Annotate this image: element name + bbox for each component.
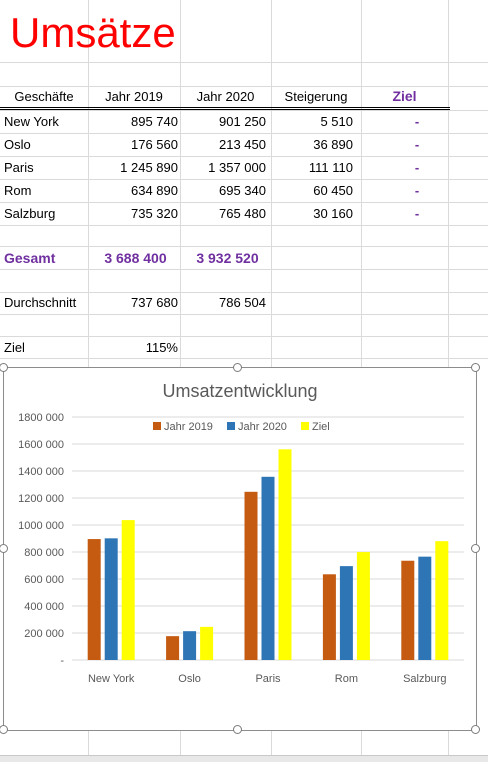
resize-handle-left[interactable] xyxy=(0,544,8,553)
y-tick-label: 1000 000 xyxy=(18,520,64,532)
row-2019[interactable]: 735 320 xyxy=(131,206,178,221)
bar-chart: Umsatzentwicklung - 200 000 400 000 600 000 8… xyxy=(18,381,464,685)
header-target[interactable]: Ziel xyxy=(392,88,417,104)
y-tick-label: 400 000 xyxy=(24,601,64,613)
x-tick-label: Rom xyxy=(335,673,358,685)
y-tick-label: 600 000 xyxy=(24,574,64,586)
legend-label: Jahr 2020 xyxy=(238,421,287,433)
y-tick-label: 800 000 xyxy=(24,547,64,559)
bar xyxy=(183,631,197,660)
resize-handle-top-right[interactable] xyxy=(471,363,480,372)
row-growth[interactable]: 30 160 xyxy=(313,206,353,221)
resize-handle-bottom[interactable] xyxy=(233,725,242,734)
row-target[interactable]: - xyxy=(414,114,420,129)
y-tick-label: 1800 000 xyxy=(18,412,64,424)
bar xyxy=(166,636,180,660)
y-tick-label: 200 000 xyxy=(24,628,64,640)
y-tick-label: - xyxy=(60,655,64,667)
bar xyxy=(401,560,415,660)
bar xyxy=(87,539,101,660)
average-2020[interactable]: 786 504 xyxy=(219,295,266,310)
legend-label: Jahr 2019 xyxy=(164,421,213,433)
target-value[interactable]: 115% xyxy=(145,340,178,355)
row-growth[interactable]: 5 510 xyxy=(320,114,353,129)
bar xyxy=(244,491,258,660)
header-underline-double xyxy=(0,109,450,110)
x-tick-label: New York xyxy=(88,673,135,685)
bar xyxy=(261,476,275,660)
total-label[interactable]: Gesamt xyxy=(4,250,56,266)
row-city[interactable]: New York xyxy=(4,114,59,129)
bar xyxy=(418,556,432,660)
header-year-2020[interactable]: Jahr 2020 xyxy=(196,89,255,104)
header-year-2019[interactable]: Jahr 2019 xyxy=(105,89,163,104)
legend-label: Ziel xyxy=(312,421,330,433)
y-tick-label: 1200 000 xyxy=(18,493,64,505)
row-2020[interactable]: 695 340 xyxy=(219,183,266,198)
legend-swatch xyxy=(301,422,309,430)
resize-handle-bottom-right[interactable] xyxy=(471,725,480,734)
y-tick-label: 1600 000 xyxy=(18,439,64,451)
bar xyxy=(339,566,353,660)
row-target[interactable]: - xyxy=(414,137,420,152)
row-city[interactable]: Salzburg xyxy=(4,206,56,221)
y-tick-label: 1400 000 xyxy=(18,466,64,478)
target-label[interactable]: Ziel xyxy=(4,340,25,355)
average-label[interactable]: Durchschnitt xyxy=(4,295,77,310)
row-growth[interactable]: 111 110 xyxy=(308,160,353,175)
total-2019[interactable]: 3 688 400 xyxy=(104,250,167,266)
bar xyxy=(356,552,370,660)
row-target[interactable]: - xyxy=(414,206,420,221)
bar xyxy=(200,626,214,660)
bar xyxy=(104,538,118,660)
row-growth[interactable]: 60 450 xyxy=(313,183,353,198)
header-growth[interactable]: Steigerung xyxy=(284,89,348,104)
row-2019[interactable]: 1 245 890 xyxy=(120,160,178,175)
row-growth[interactable]: 36 890 xyxy=(313,137,353,152)
total-2020[interactable]: 3 932 520 xyxy=(196,250,259,266)
legend-swatch xyxy=(153,422,161,430)
row-city[interactable]: Oslo xyxy=(4,137,31,152)
row-2020[interactable]: 213 450 xyxy=(219,137,266,152)
row-2020[interactable]: 1 357 000 xyxy=(208,160,266,175)
chart-area[interactable]: Umsatzentwicklung - 200 000 400 000 600 000 8… xyxy=(3,367,477,731)
row-city[interactable]: Paris xyxy=(4,160,34,175)
row-2019[interactable]: 634 890 xyxy=(131,183,178,198)
row-target[interactable]: - xyxy=(414,183,420,198)
legend-swatch xyxy=(227,422,235,430)
row-2019[interactable]: 895 740 xyxy=(131,114,178,129)
x-tick-label: Salzburg xyxy=(403,673,446,685)
row-2020[interactable]: 901 250 xyxy=(219,114,266,129)
resize-handle-top[interactable] xyxy=(233,363,242,372)
bar xyxy=(322,574,336,660)
bar xyxy=(121,520,135,660)
bar xyxy=(278,449,292,660)
resize-handle-bottom-left[interactable] xyxy=(0,725,8,734)
resize-handle-top-left[interactable] xyxy=(0,363,8,372)
row-2020[interactable]: 765 480 xyxy=(219,206,266,221)
header-underline xyxy=(0,107,450,108)
sheet-tab-bar[interactable] xyxy=(0,755,488,762)
row-target[interactable]: - xyxy=(414,160,420,175)
resize-handle-right[interactable] xyxy=(471,544,480,553)
sheet-title[interactable]: Umsätze xyxy=(10,9,176,56)
x-tick-label: Paris xyxy=(255,673,281,685)
bar xyxy=(435,541,449,660)
x-tick-label: Oslo xyxy=(178,673,201,685)
chart-title: Umsatzentwicklung xyxy=(162,381,317,401)
row-2019[interactable]: 176 560 xyxy=(131,137,178,152)
average-2019[interactable]: 737 680 xyxy=(131,295,178,310)
row-city[interactable]: Rom xyxy=(4,183,32,198)
header-shop[interactable]: Geschäfte xyxy=(14,89,74,104)
